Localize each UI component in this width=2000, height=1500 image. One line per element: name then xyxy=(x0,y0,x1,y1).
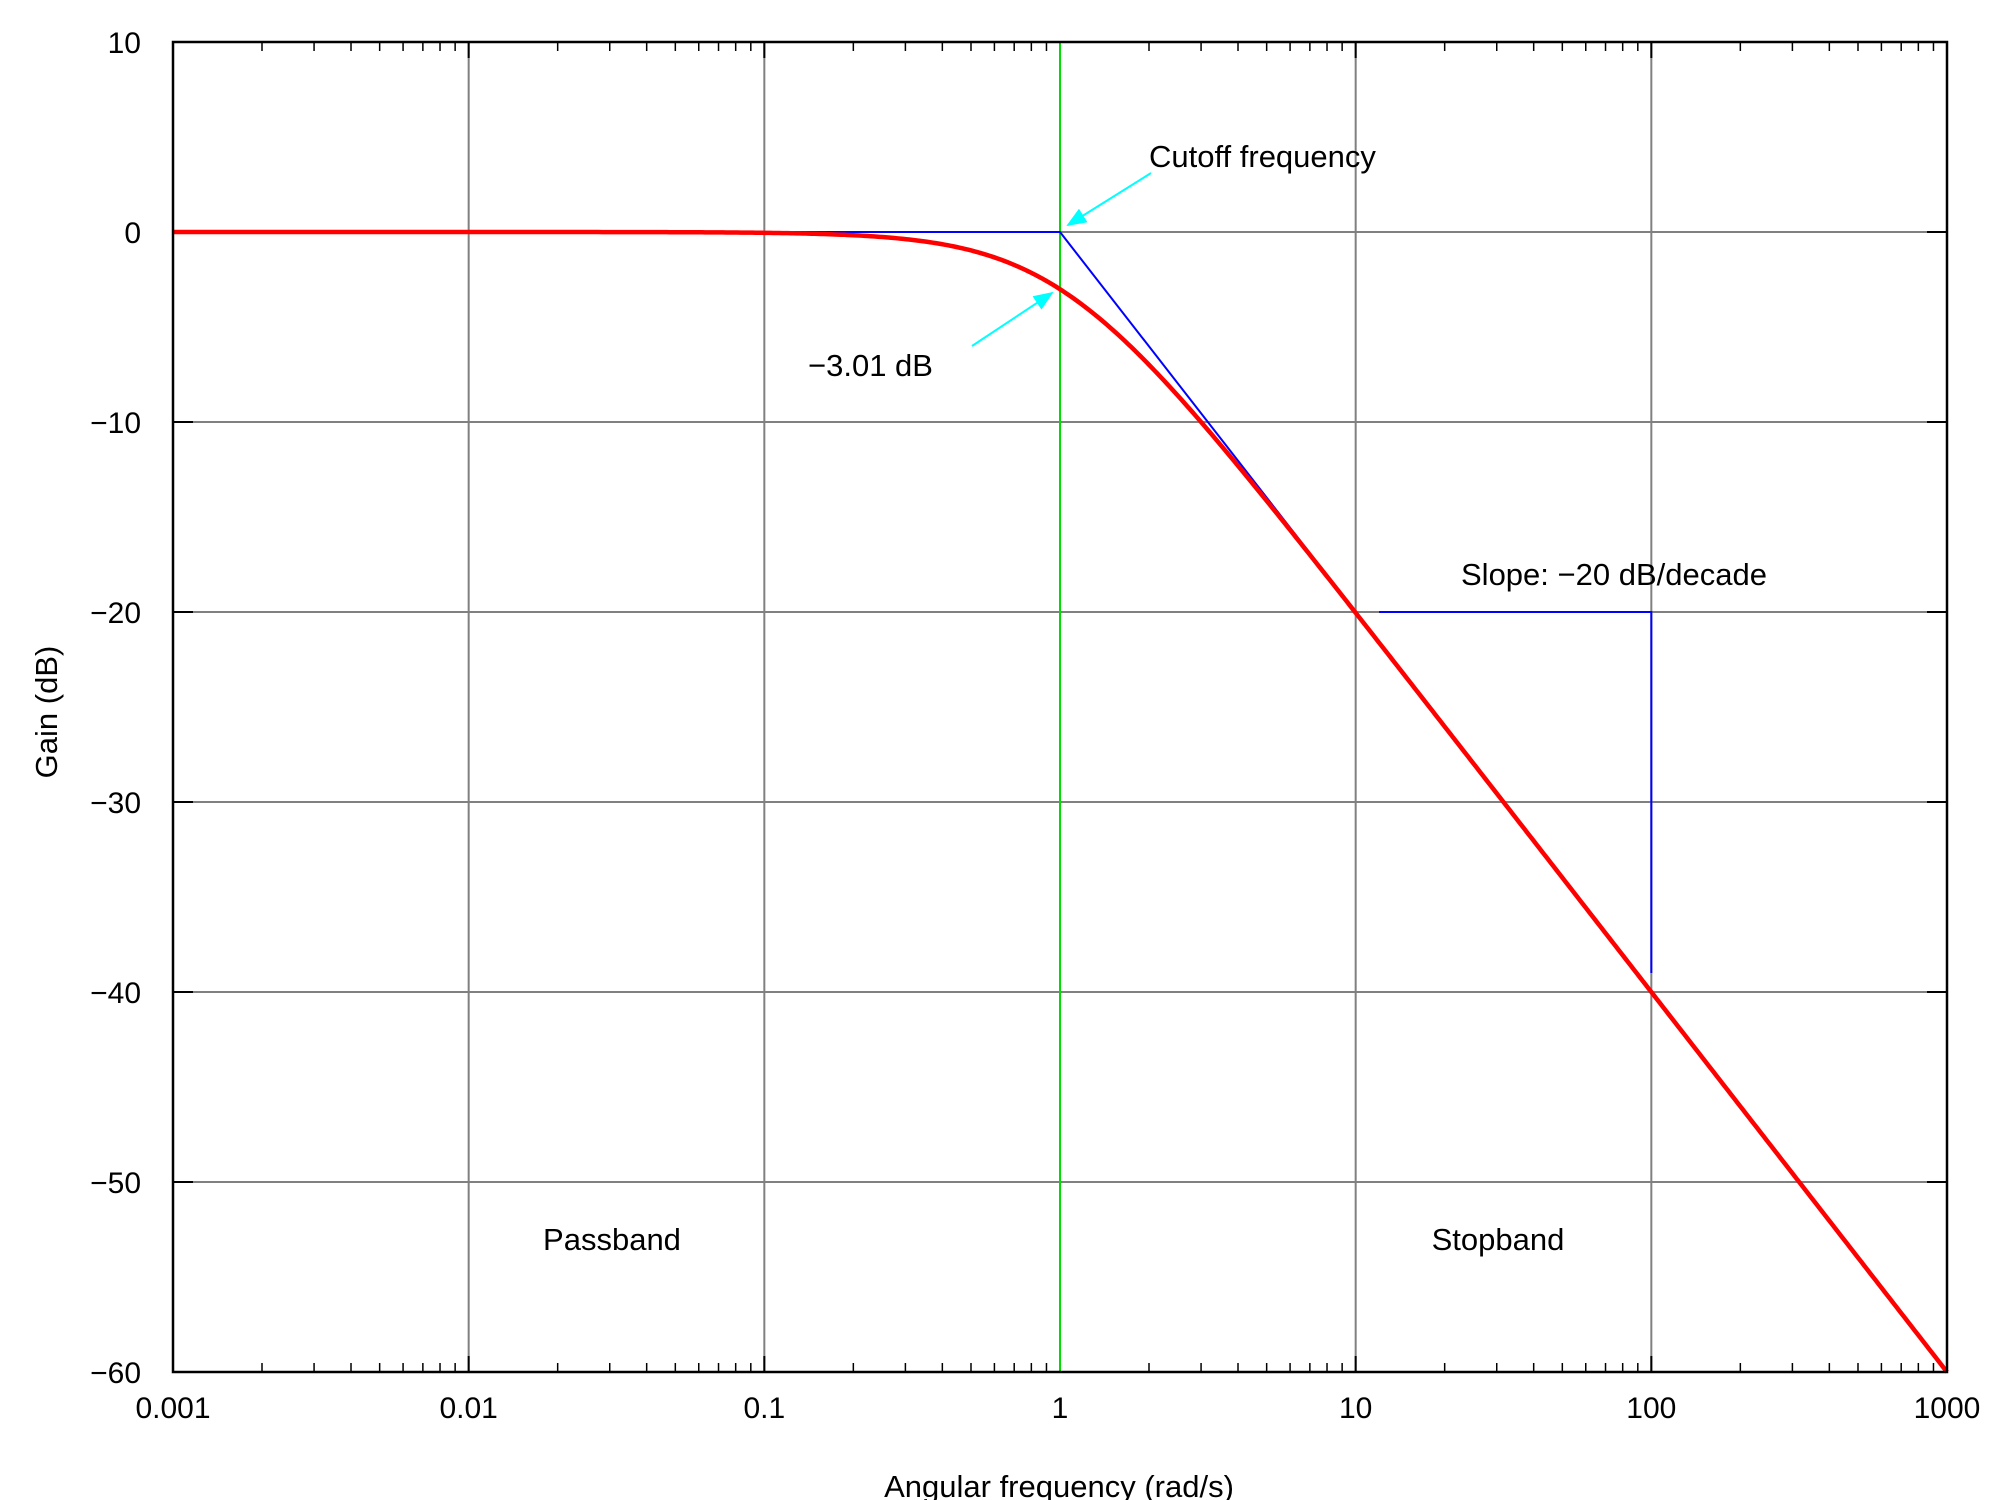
x-tick-label: 1 xyxy=(1052,1392,1069,1425)
stopband-label: Stopband xyxy=(1432,1222,1565,1257)
y-tick-label: 0 xyxy=(124,217,141,250)
x-tick-label: 0.001 xyxy=(135,1392,210,1425)
x-tick-label: 0.01 xyxy=(439,1392,497,1425)
y-tick-label: −40 xyxy=(90,977,141,1010)
y-tick-label: 10 xyxy=(108,27,141,60)
y-tick-label: −20 xyxy=(90,597,141,630)
x-tick-label: 1000 xyxy=(1914,1392,1981,1425)
y-tick-label: −50 xyxy=(90,1167,141,1200)
y-tick-label: −60 xyxy=(90,1357,141,1390)
asymptote-line xyxy=(764,231,1357,613)
cutoff-frequency-label: Cutoff frequency xyxy=(1149,139,1376,174)
slope-label: Slope: −20 dB/decade xyxy=(1461,557,1767,592)
x-tick-label: 100 xyxy=(1626,1392,1676,1425)
minor-ticks xyxy=(261,42,1935,1372)
x-tick-labels: 0.001 0.01 0.1 1 10 100 1000 xyxy=(135,1392,1980,1425)
y-tick-labels: 10 0 −10 −20 −30 −40 −50 −60 xyxy=(90,27,141,1390)
y-tick-label: −30 xyxy=(90,787,141,820)
minus-3db-label: −3.01 dB xyxy=(808,348,933,383)
x-tick-label: 10 xyxy=(1339,1392,1372,1425)
response-curve xyxy=(173,229,1949,1374)
plot-frame xyxy=(171,40,1949,1374)
x-axis-title: Angular frequency (rad/s) xyxy=(884,1469,1234,1500)
y-tick-label: −10 xyxy=(90,407,141,440)
y-axis-title: Gain (dB) xyxy=(29,646,64,779)
x-tick-label: 0.1 xyxy=(743,1392,785,1425)
minus-3db-arrow xyxy=(971,291,1054,347)
slope-triangle xyxy=(1379,611,1653,973)
cutoff-arrow xyxy=(1066,172,1152,227)
passband-label: Passband xyxy=(543,1222,681,1257)
